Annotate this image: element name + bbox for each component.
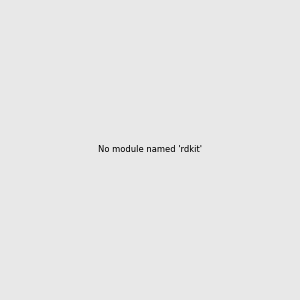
Text: No module named 'rdkit': No module named 'rdkit' bbox=[98, 146, 202, 154]
